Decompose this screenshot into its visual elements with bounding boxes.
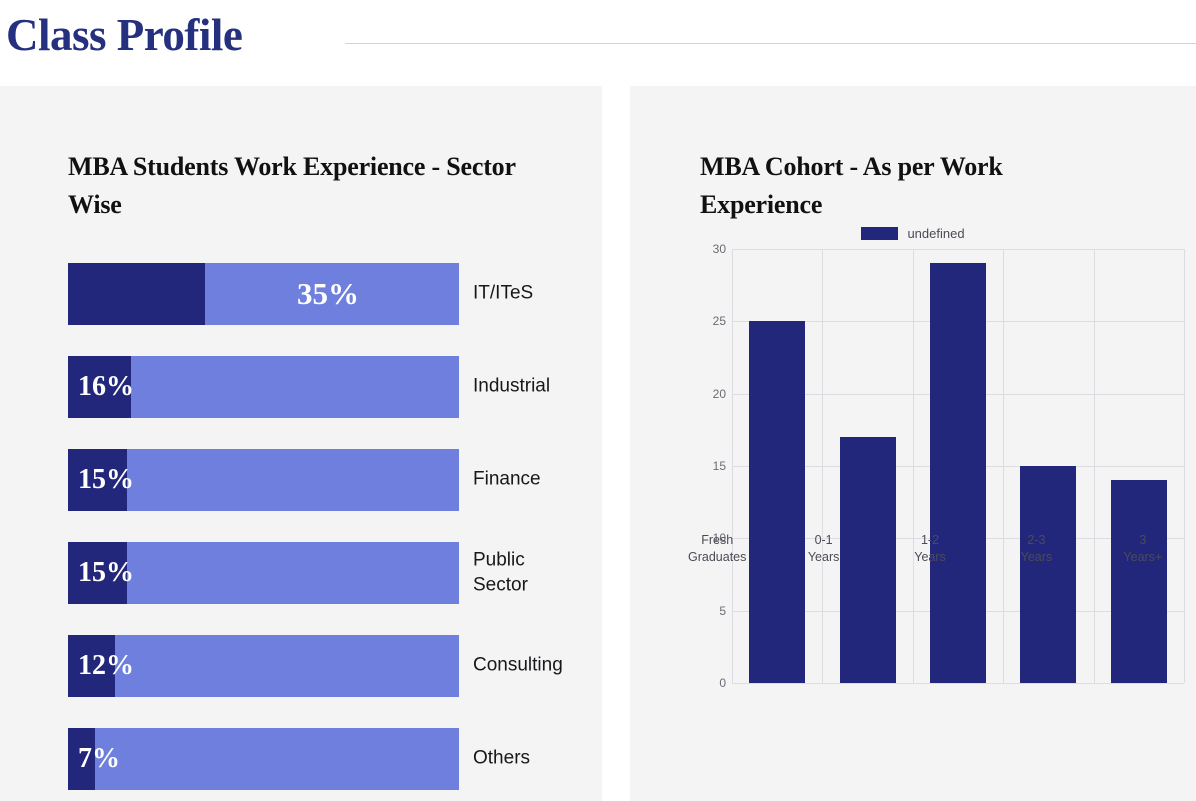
legend-swatch — [861, 227, 899, 240]
gridline-horizontal — [732, 683, 1184, 684]
bar-track — [68, 728, 459, 790]
y-axis-tick: 10 — [712, 531, 726, 546]
y-axis-tick: 20 — [712, 386, 726, 401]
bar-fill — [68, 263, 205, 325]
column-bar — [839, 437, 896, 683]
x-axis: Fresh Graduates 0-1 Years 1-2 Years 2-3 Yea… — [664, 520, 1196, 566]
bar-fill — [68, 449, 127, 511]
x-axis-label: 2-3 Years — [1020, 533, 1053, 564]
column-bar — [749, 321, 806, 683]
sector-bar-row: 12% Consulting — [68, 635, 588, 697]
sector-bar-row: 35% IT/ITeS — [68, 263, 588, 325]
bar-category-label: Public Sector — [473, 549, 528, 595]
chart-legend: undefined — [630, 226, 1196, 241]
x-axis-label: 3 Years+ — [1123, 533, 1163, 564]
bar-fill — [68, 635, 115, 697]
bar-value-label: 12% — [78, 650, 134, 681]
bar-fill — [68, 356, 131, 418]
y-axis-tick: 25 — [712, 314, 726, 329]
page-header: Class Profile — [0, 0, 1196, 86]
bar-value-label: 16% — [78, 371, 134, 402]
bar-track — [68, 356, 459, 418]
plot-area: 30 25 20 15 10 5 0 — [698, 242, 1185, 690]
bar-track — [68, 635, 459, 697]
sector-bar-row: 16% Industrial — [68, 356, 588, 418]
bar-value-label: 15% — [78, 557, 134, 588]
bar-track — [68, 542, 459, 604]
bar-track — [68, 263, 459, 325]
y-axis-tick: 30 — [712, 242, 726, 256]
bar-value-label: 35% — [297, 276, 359, 311]
column-group — [732, 249, 1184, 683]
bar-category-label: Industrial — [473, 375, 551, 397]
header-divider — [345, 43, 1196, 44]
work-experience-chart: undefined 30 25 20 15 10 5 0 Fresh Graduates 0-… — [630, 86, 1196, 801]
column-bar — [1020, 466, 1077, 683]
sector-wise-panel: MBA Students Work Experience - Sector Wi… — [0, 86, 602, 801]
page-title: Class Profile — [6, 10, 243, 60]
sector-bar-list: 35% IT/ITeS 16% Industrial 15% Finance 15% Publ… — [68, 263, 588, 801]
column — [1094, 249, 1184, 683]
y-axis-tick: 15 — [712, 459, 726, 473]
sector-bar-row: 7% Others — [68, 728, 588, 790]
sector-bar-row: 15% Finance — [68, 449, 588, 511]
legend-label: undefined — [907, 226, 965, 241]
work-experience-panel: MBA Cohort - As per Work Experience unde… — [630, 86, 1196, 801]
x-axis-label: Fresh Graduates — [688, 533, 747, 564]
x-axis-label: 0-1 Years — [807, 533, 840, 564]
bar-category-label: Consulting — [473, 654, 563, 676]
bar-value-label: 15% — [78, 464, 134, 495]
sector-bar-row: 15% Public Sector — [68, 542, 588, 604]
plot-canvas — [732, 249, 1185, 684]
y-axis: 30 25 20 15 10 5 0 — [698, 242, 732, 690]
bar-value-label: 7% — [78, 743, 120, 774]
bar-category-label: Finance — [473, 468, 541, 490]
column — [913, 249, 1003, 683]
bar-fill — [68, 542, 127, 604]
bar-fill — [68, 728, 96, 790]
bar-track — [68, 449, 459, 511]
column-bar — [929, 263, 987, 683]
bar-category-label: IT/ITeS — [473, 282, 534, 304]
gridline-vertical — [1184, 249, 1185, 683]
column — [822, 249, 912, 683]
x-axis-label: 1-2 Years — [914, 533, 946, 564]
y-axis-tick: 5 — [719, 603, 726, 618]
gridline-horizontal — [732, 249, 1184, 250]
column — [1003, 249, 1093, 683]
y-axis-tick: 0 — [719, 676, 726, 690]
sector-wise-title: MBA Students Work Experience - Sector Wi… — [68, 152, 516, 219]
bar-category-label: Others — [473, 747, 531, 769]
column-bar — [1110, 480, 1167, 683]
work-experience-title: MBA Cohort - As per Work Experience — [700, 152, 1003, 219]
column — [732, 249, 822, 683]
panels-container: MBA Students Work Experience - Sector Wi… — [0, 86, 1196, 801]
